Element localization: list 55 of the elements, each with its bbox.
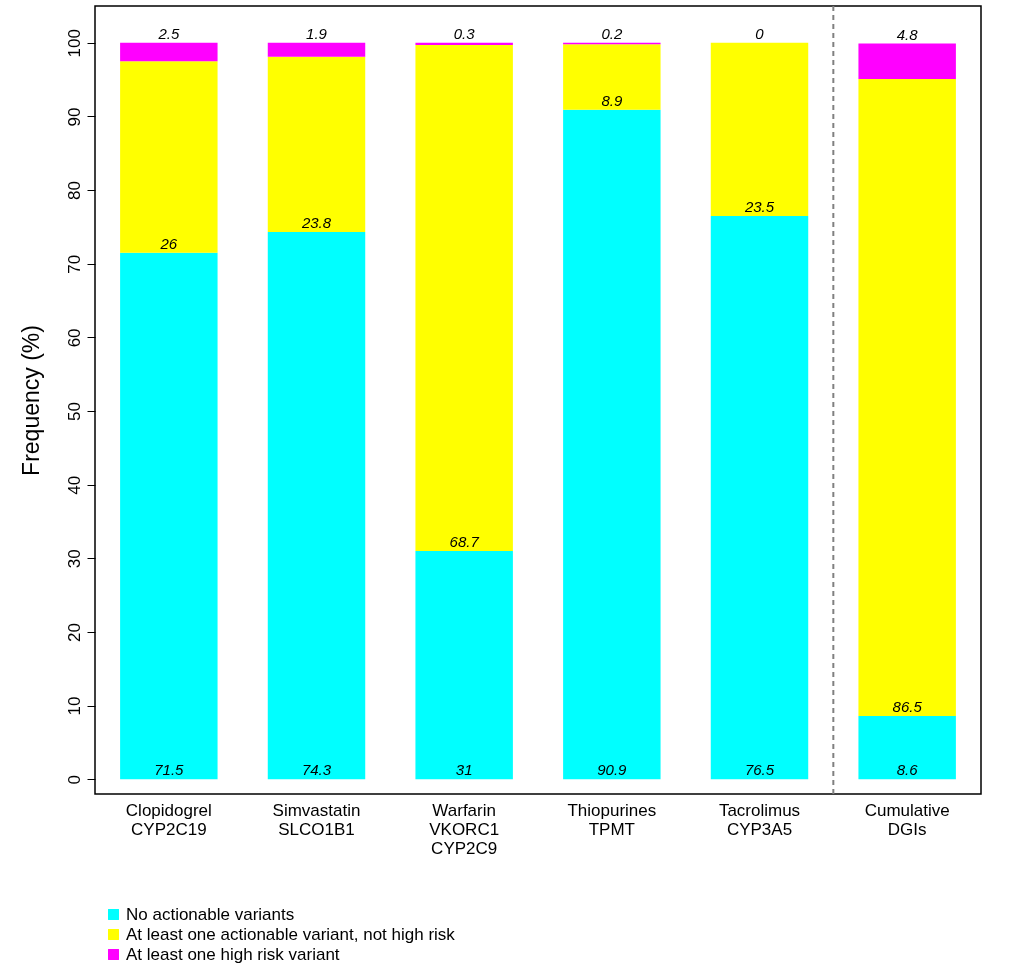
y-tick-label: 0	[64, 775, 84, 785]
bar	[415, 45, 513, 551]
data-label: 0.2	[601, 24, 623, 42]
bar	[120, 252, 218, 780]
bar	[415, 550, 513, 780]
y-tick-label: 60	[64, 328, 84, 348]
data-label: 86.5	[892, 697, 923, 715]
data-label: 71.5	[154, 761, 185, 779]
bar	[267, 56, 366, 233]
data-label: 4.8	[896, 25, 919, 43]
data-label: 23.5	[743, 197, 775, 215]
bar	[120, 61, 218, 253]
y-tick-label: 30	[64, 549, 84, 569]
legend-label: At least one actionable variant, not high risk	[126, 924, 456, 944]
x-tick-label: Cumulative DGIs	[864, 800, 950, 839]
y-tick-label: 40	[64, 475, 84, 495]
legend-label: No actionable variants	[126, 904, 295, 924]
y-tick-label: 10	[64, 696, 84, 716]
data-label: 74.3	[301, 761, 332, 779]
y-tick-label: 80	[64, 181, 84, 201]
legend-label: At least one high risk variant	[126, 944, 340, 964]
bar	[267, 232, 366, 780]
x-tick-label: Warfarin VKORC1 CYP2C9	[429, 800, 500, 858]
y-axis-title: Frequency (%)	[17, 325, 44, 476]
y-tick-label: 70	[64, 254, 84, 274]
data-label: 23.8	[300, 214, 332, 232]
x-tick-label: Clopidogrel CYP2C19	[125, 800, 212, 839]
y-tick-label: 50	[64, 402, 84, 422]
x-tick-label: Tacrolimus CYP3A5	[718, 800, 801, 839]
data-label: 8.9	[601, 91, 623, 109]
data-label: 2.5	[157, 24, 180, 42]
data-label: 68.7	[449, 532, 480, 550]
bar	[710, 42, 809, 216]
data-label: 0.3	[453, 24, 476, 42]
bar	[415, 42, 513, 46]
y-tick-label: 100	[64, 29, 84, 58]
y-tick-label: 20	[64, 623, 84, 642]
bar	[120, 42, 218, 62]
data-label: 0	[755, 24, 765, 42]
x-tick-label: Simvastatin SLCO1B1	[272, 800, 361, 839]
data-label: 8.6	[896, 761, 919, 779]
data-label: 31	[455, 761, 473, 779]
data-label: 76.5	[744, 761, 775, 779]
data-label: 90.9	[597, 761, 628, 779]
bar	[563, 109, 661, 780]
bar	[563, 44, 661, 110]
bar	[267, 42, 366, 57]
y-tick-label: 90	[64, 107, 84, 127]
bar	[858, 43, 956, 79]
bar	[858, 715, 956, 780]
x-tick-label: Thiopurines TPMT	[567, 800, 657, 839]
bar	[710, 215, 809, 780]
data-label: 1.9	[306, 24, 328, 42]
data-label: 26	[159, 234, 178, 252]
bar	[858, 78, 956, 716]
